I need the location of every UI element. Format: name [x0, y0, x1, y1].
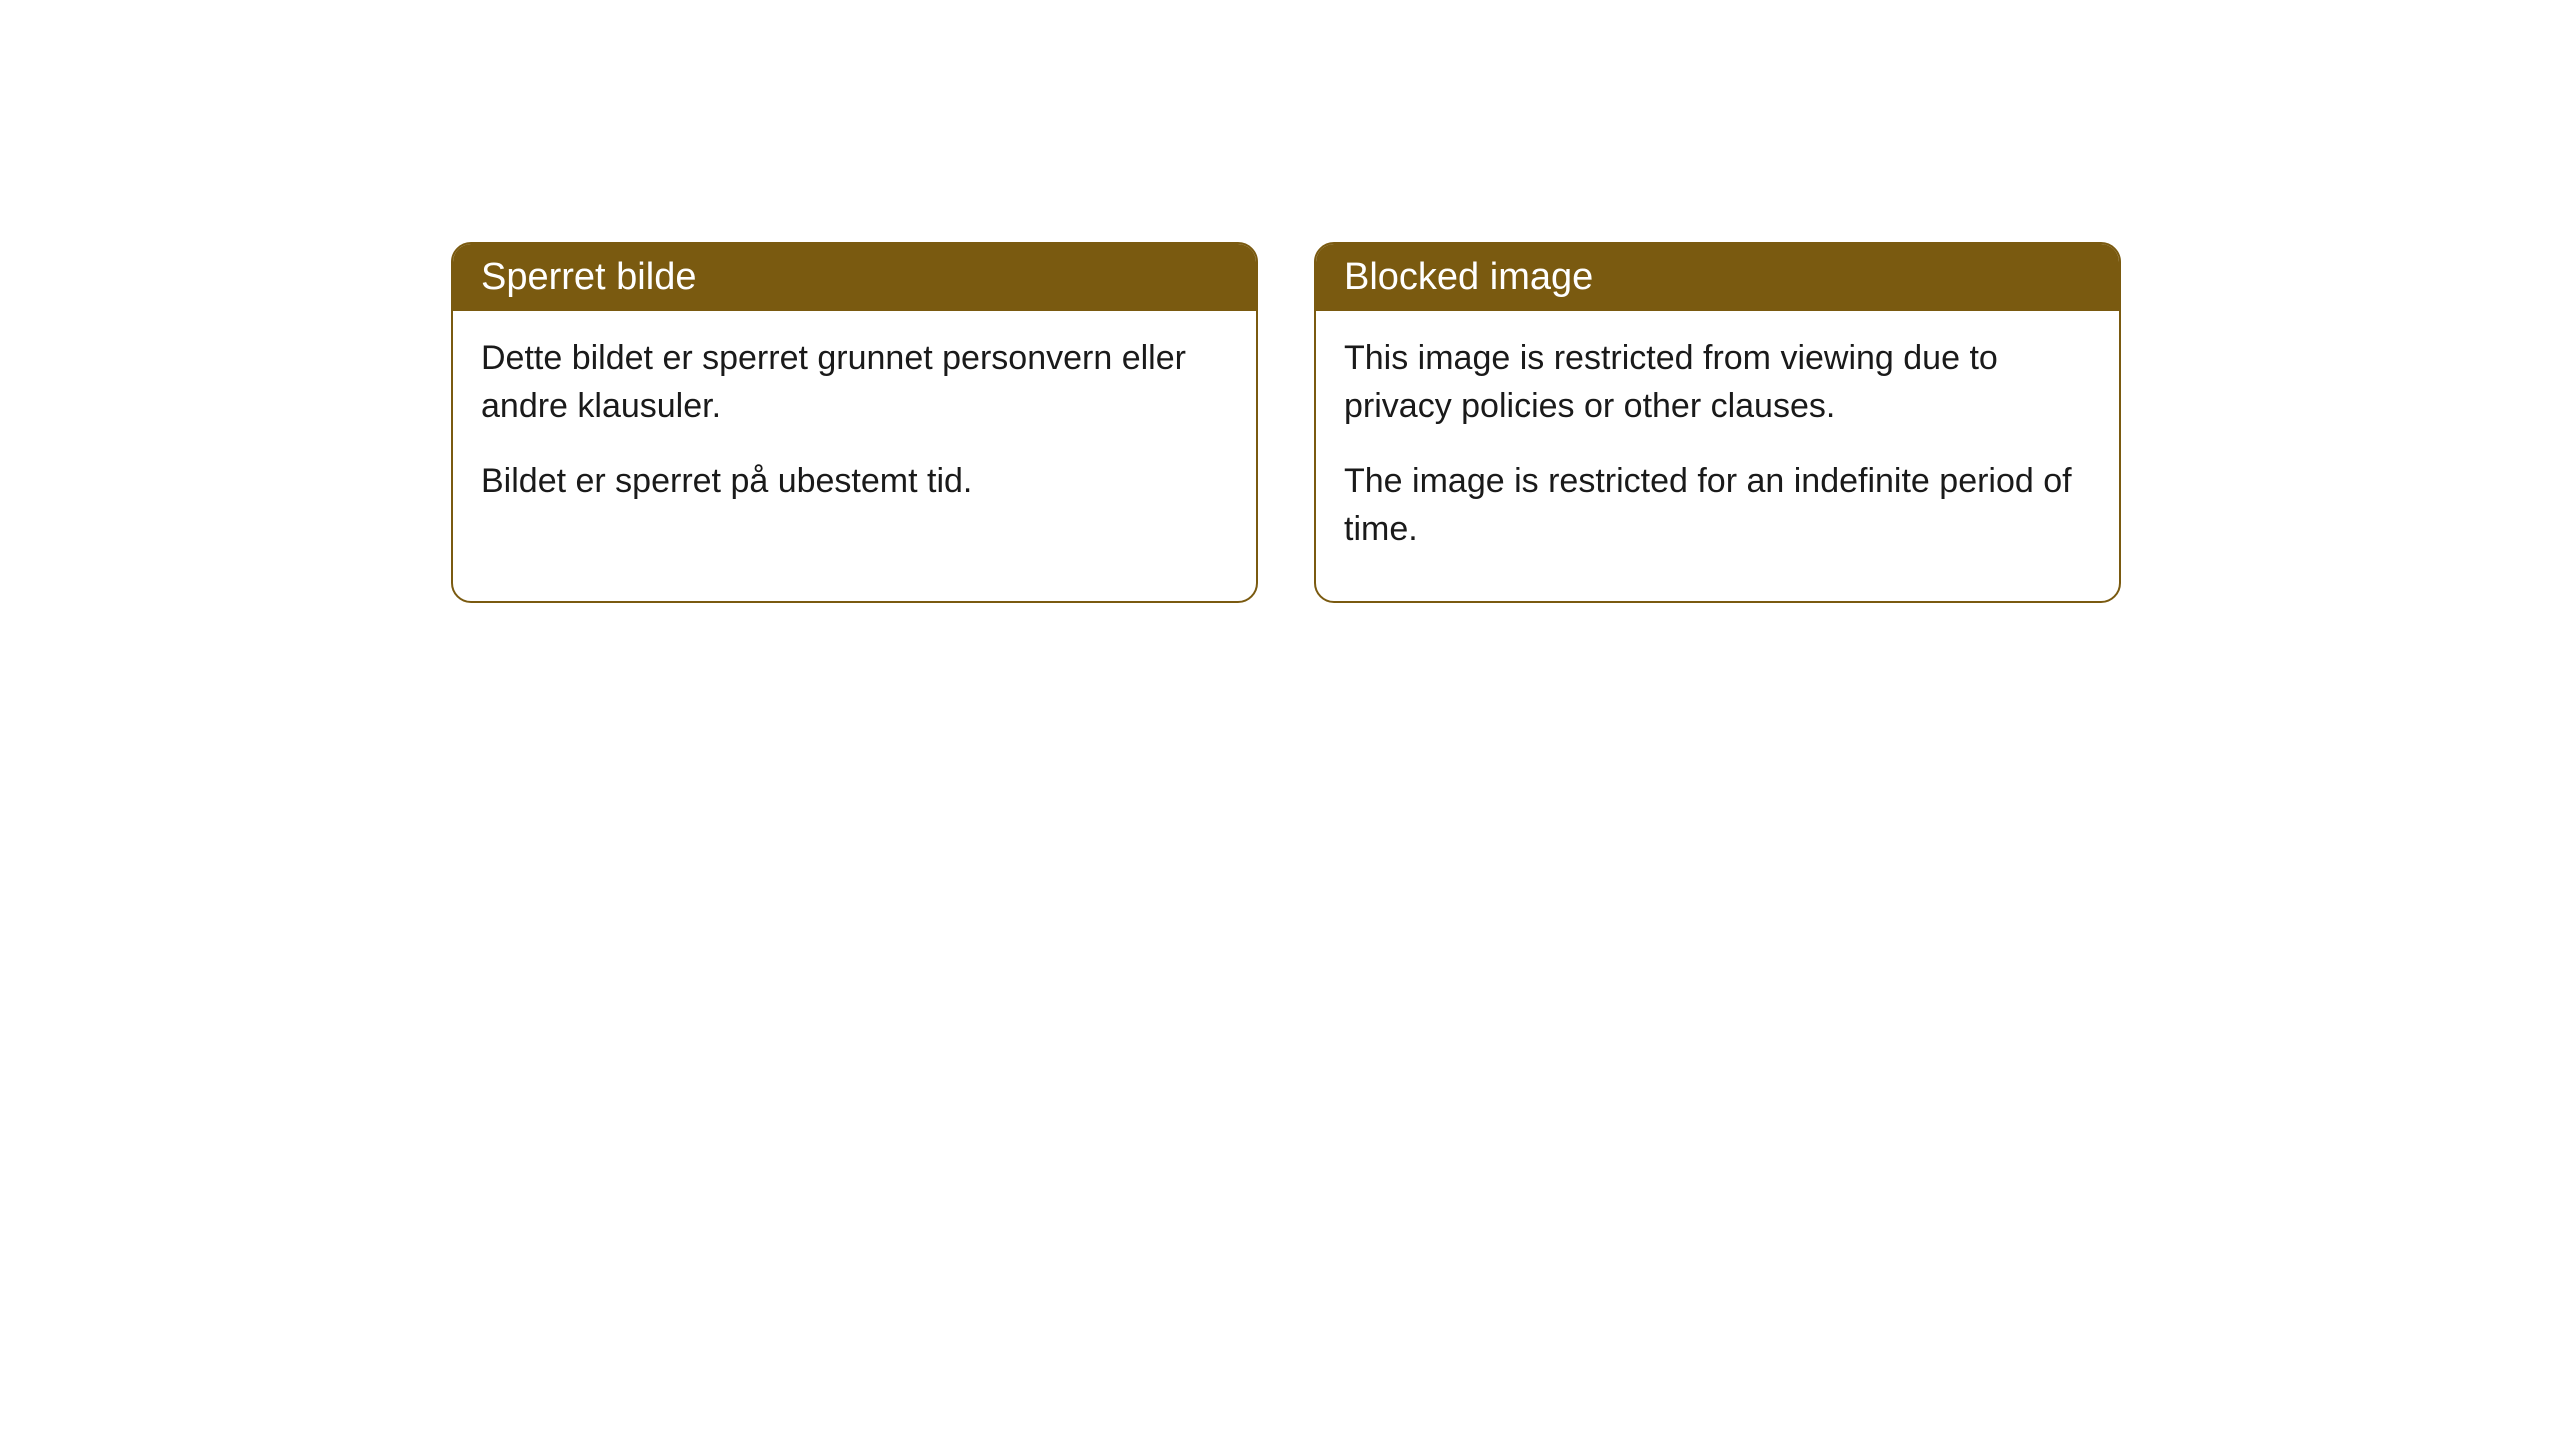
card-paragraph-2: The image is restricted for an indefinit… — [1344, 458, 2091, 553]
card-paragraph-2: Bildet er sperret på ubestemt tid. — [481, 458, 1228, 506]
card-paragraph-1: This image is restricted from viewing du… — [1344, 335, 2091, 430]
card-header-english: Blocked image — [1316, 244, 2119, 311]
notice-cards-container: Sperret bilde Dette bildet er sperret gr… — [451, 242, 2121, 603]
card-title: Sperret bilde — [481, 256, 696, 298]
card-body-english: This image is restricted from viewing du… — [1316, 311, 2119, 601]
blocked-image-card-norwegian: Sperret bilde Dette bildet er sperret gr… — [451, 242, 1258, 603]
card-title: Blocked image — [1344, 256, 1593, 298]
card-header-norwegian: Sperret bilde — [453, 244, 1256, 311]
card-body-norwegian: Dette bildet er sperret grunnet personve… — [453, 311, 1256, 554]
blocked-image-card-english: Blocked image This image is restricted f… — [1314, 242, 2121, 603]
card-paragraph-1: Dette bildet er sperret grunnet personve… — [481, 335, 1228, 430]
